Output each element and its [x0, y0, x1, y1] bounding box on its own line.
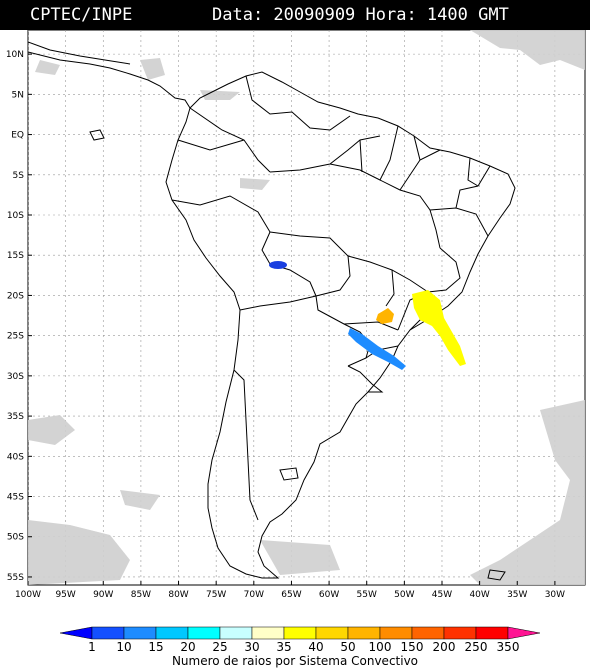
- source-label: CPTEC/INPE: [30, 5, 133, 25]
- colorbar-tick-label: 150: [401, 640, 424, 654]
- lon-label: 50W: [394, 590, 414, 600]
- colorbar-swatch: [315, 626, 349, 640]
- colorbar-tick-label: 25: [212, 640, 227, 654]
- system-argentina-band: [348, 328, 406, 370]
- datetime-label: Data: 20090909 Hora: 1400 GMT: [212, 5, 509, 25]
- system-saopaulo-band: [412, 290, 466, 366]
- colorbar-tick-label: 250: [465, 640, 488, 654]
- lat-label: 25S: [7, 332, 24, 342]
- colorbar-swatch: [379, 626, 413, 640]
- colorbar-swatch: [91, 626, 125, 640]
- colorbar-swatch: [475, 626, 509, 640]
- colorbar-tick-label: 40: [308, 640, 323, 654]
- lat-label: EQ: [11, 131, 24, 141]
- colorbar-tick-label: 350: [497, 640, 520, 654]
- lon-label: 75W: [206, 590, 226, 600]
- colorbar-tick-label: 50: [340, 640, 355, 654]
- lon-label: 95W: [55, 590, 75, 600]
- islands: [89, 129, 506, 581]
- colorbar-tick-label: 20: [180, 640, 195, 654]
- convective-systems: [269, 261, 466, 370]
- lat-label: 20S: [7, 291, 24, 301]
- colorbar-tick-label: 200: [433, 640, 456, 654]
- lon-label: 85W: [131, 590, 151, 600]
- colorbar-tick-label: 1: [88, 640, 96, 654]
- colorbar-tick-label: 30: [244, 640, 259, 654]
- system-bolivia-cell: [269, 261, 287, 269]
- colorbar-swatch: [347, 626, 381, 640]
- lat-label: 30S: [7, 372, 24, 382]
- colorbar-ticks: 1 10 15 20 25 30 35 40 50 100 150 200 250 350: [88, 640, 519, 654]
- lon-label: 70W: [244, 590, 264, 600]
- colorbar-swatch: [251, 626, 285, 640]
- lon-label: 35W: [507, 590, 527, 600]
- colorbar: [59, 626, 541, 640]
- lon-label: 65W: [281, 590, 301, 600]
- cloud-cover: [28, 30, 585, 585]
- colorbar-title: Numero de raios por Sistema Convectivo: [171, 654, 419, 668]
- colorbar-swatch: [507, 626, 541, 640]
- lat-label: 15S: [7, 251, 24, 261]
- lon-label: 60W: [319, 590, 339, 600]
- lat-label: 5N: [12, 90, 24, 100]
- longitude-labels: 100W 95W 90W 85W 80W 75W 70W 65W 60W 55W 50W 45W 40W…: [15, 581, 565, 600]
- colorbar-swatch: [283, 626, 317, 640]
- lat-label: 55S: [7, 573, 24, 583]
- lon-label: 40W: [469, 590, 489, 600]
- latitude-labels: 10N 5N EQ 5S 10S 15S 20S 25S 30S 35S 40S 45S 50S 55S: [6, 50, 32, 583]
- colorbar-swatch: [155, 626, 189, 640]
- colorbar-swatch: [187, 626, 221, 640]
- lat-label: 10S: [7, 211, 24, 221]
- lat-label: 50S: [7, 533, 24, 543]
- map-header: CPTEC/INPE Data: 20090909 Hora: 1400 GMT: [0, 0, 590, 30]
- coastlines-and-borders: [28, 41, 516, 579]
- colorbar-tick-label: 15: [148, 640, 163, 654]
- colorbar-swatch: [219, 626, 253, 640]
- lat-label: 5S: [13, 171, 25, 181]
- lon-label: 45W: [432, 590, 452, 600]
- colorbar-tick-label: 10: [116, 640, 131, 654]
- system-paraguay-cell: [376, 308, 394, 324]
- colorbar-swatch: [411, 626, 445, 640]
- lon-label: 80W: [168, 590, 188, 600]
- colorbar-tick-label: 35: [276, 640, 291, 654]
- colorbar-tick-label: 100: [369, 640, 392, 654]
- lat-label: 40S: [7, 452, 24, 462]
- lat-label: 45S: [7, 493, 24, 503]
- colorbar-swatch: [59, 626, 93, 640]
- lat-label: 10N: [6, 50, 24, 60]
- lon-label: 30W: [545, 590, 565, 600]
- colorbar-swatch: [123, 626, 157, 640]
- lon-label: 55W: [357, 590, 377, 600]
- lon-label: 90W: [93, 590, 113, 600]
- map-frame: [27, 29, 586, 586]
- lon-label: 100W: [15, 590, 41, 600]
- colorbar-swatch: [443, 626, 477, 640]
- lat-label: 35S: [7, 412, 24, 422]
